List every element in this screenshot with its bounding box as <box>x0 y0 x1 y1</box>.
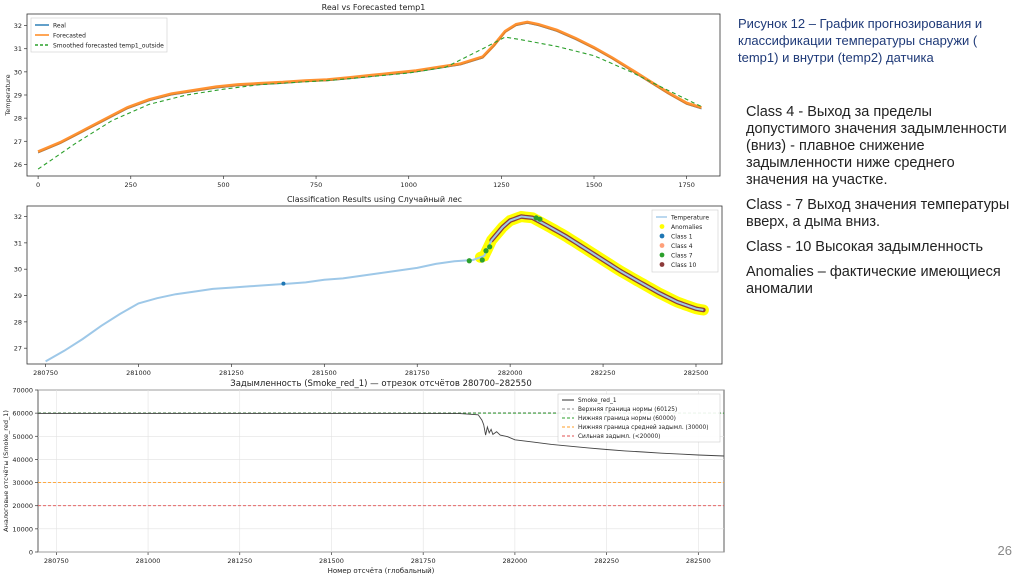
y-tick-label: 60000 <box>12 410 33 418</box>
legend-box <box>557 393 721 443</box>
y-axis-label: Аналоговые отсчёты (Smoke_red_1) <box>2 410 10 532</box>
x-axis-label: Номер отсчёта (глобальный) <box>328 567 435 574</box>
legend-swatch <box>659 243 665 248</box>
y-tick-label: 26 <box>14 161 22 169</box>
legend-box <box>30 17 168 53</box>
legend-label: Class 7 <box>671 252 693 259</box>
y-tick-label: 28 <box>14 115 22 123</box>
x-tick-label: 281250 <box>219 369 244 376</box>
y-tick-label: 31 <box>14 45 22 53</box>
class-7-point <box>537 216 543 222</box>
x-tick-label: 281250 <box>227 557 252 565</box>
legend-label: Anomalies <box>671 224 702 231</box>
x-tick-label: 281000 <box>126 369 151 376</box>
class-description: Anomalies – фактические имеющиеся аномал… <box>746 264 1001 297</box>
x-tick-label: 282000 <box>498 369 523 376</box>
series-smoke-line <box>38 412 725 457</box>
legend-box <box>651 209 719 273</box>
series-smoothed-line <box>37 36 702 170</box>
legend-label: Class 1 <box>671 233 693 240</box>
y-tick-label: 30000 <box>12 479 33 487</box>
y-tick-label: 27 <box>14 345 22 353</box>
legend-label: Temperature <box>670 214 709 221</box>
y-tick-label: 40000 <box>12 456 33 464</box>
x-tick-label: 282250 <box>591 369 616 376</box>
y-tick-label: 30 <box>14 266 22 274</box>
x-tick-label: 282250 <box>594 557 619 565</box>
x-tick-label: 281500 <box>319 557 344 565</box>
chart-title: Задымленность (Smoke_red_1) — отрезок от… <box>230 379 532 389</box>
smoke-chart: 280750 281000 281250 281500 281750 282000 2822… <box>2 379 725 574</box>
class-description: Class - 7 Выход значения температуры вве… <box>746 197 1010 230</box>
y-tick-label: 50000 <box>12 433 33 441</box>
x-tick-label: 0 <box>36 181 40 189</box>
x-tick-label: 1250 <box>493 181 510 189</box>
x-tick-label: 281000 <box>136 557 161 565</box>
legend-label: Class 10 <box>671 262 697 269</box>
legend-swatch <box>659 252 665 258</box>
y-tick-label: 29 <box>14 92 22 100</box>
chart-title: Classification Results using Случайный л… <box>287 195 462 204</box>
legend-label: Нижняя граница нормы (60000) <box>578 416 676 422</box>
y-tick-label: 0 <box>29 549 33 557</box>
y-tick-label: 27 <box>14 138 22 146</box>
y-tick-label: 70000 <box>12 387 33 395</box>
y-tick-label: 32 <box>14 213 22 221</box>
class-7-point <box>487 244 493 250</box>
legend-label: Forecasted <box>53 33 86 40</box>
forecast-chart: 0 250 500 750 1000 1250 1500 1750 26 27 28 29 30 31 32… <box>4 3 721 189</box>
x-tick-label: 250 <box>125 181 137 189</box>
legend-label: Real <box>53 23 66 30</box>
x-tick-label: 282500 <box>686 557 711 565</box>
class-description: Class - 10 Высокая задымленность <box>746 239 984 255</box>
x-tick-label: 281750 <box>405 369 430 376</box>
x-tick-label: 280750 <box>33 369 58 376</box>
x-tick-label: 500 <box>217 181 229 189</box>
x-tick-label: 282500 <box>684 369 709 376</box>
x-tick-label: 280750 <box>44 557 69 565</box>
x-tick-label: 1750 <box>678 181 695 189</box>
y-tick-label: 32 <box>14 22 22 30</box>
legend-label: Верхняя граница нормы (60125) <box>578 407 677 413</box>
class-descriptions: Class 4 - Выход за пределы допустимого з… <box>746 104 1016 306</box>
plot-area <box>26 205 723 365</box>
x-tick-label: 282000 <box>502 557 527 565</box>
x-tick-label: 750 <box>310 181 322 189</box>
y-axis-label: Temperature <box>4 74 12 116</box>
legend-label: Class 4 <box>671 243 693 250</box>
class-7-point <box>466 258 472 264</box>
y-tick-label: 20000 <box>12 502 33 510</box>
legend-label: Smoke_red_1 <box>578 398 617 404</box>
series-temperature-line <box>45 215 704 363</box>
figure-caption: Рисунок 12 – График прогнозирования и кл… <box>738 16 983 65</box>
page-number: 26 <box>997 543 1012 558</box>
x-tick-label: 281750 <box>411 557 436 565</box>
class-1-point <box>281 281 286 286</box>
chart-title: Real vs Forecasted temp1 <box>322 3 426 12</box>
class-7-point <box>479 257 485 263</box>
y-tick-label: 28 <box>14 318 22 326</box>
legend-label: Smoothed forecasted temp1_outside <box>53 43 164 50</box>
class-7-point <box>483 248 489 254</box>
legend-swatch <box>659 233 665 239</box>
y-tick-label: 30 <box>14 68 22 76</box>
legend-swatch <box>659 224 665 229</box>
y-tick-label: 29 <box>14 292 22 300</box>
x-tick-label: 1000 <box>400 181 417 189</box>
legend-swatch <box>659 262 665 267</box>
classification-chart: 280750 281000 281250 281500 281750 282000 2822… <box>14 195 723 376</box>
y-tick-label: 31 <box>14 239 22 247</box>
legend-label: Сильная задымл. (<20000) <box>578 434 660 440</box>
series-forecasted-line <box>37 20 702 154</box>
legend-label: Нижняя граница средней задымл. (30000) <box>578 424 709 431</box>
y-tick-label: 10000 <box>12 525 33 533</box>
x-tick-label: 1500 <box>586 181 603 189</box>
class-description: Class 4 - Выход за пределы допустимого з… <box>746 104 1007 188</box>
x-tick-label: 281500 <box>312 369 337 376</box>
